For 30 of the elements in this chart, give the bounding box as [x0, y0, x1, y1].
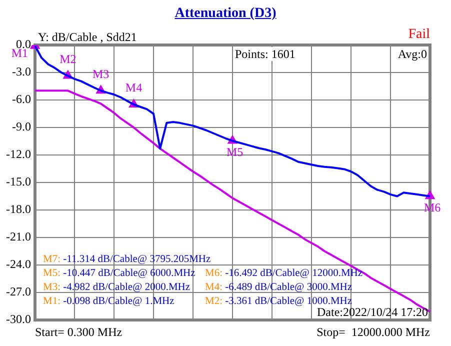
data-label: M6 — [424, 200, 441, 214]
data-label: M5 — [226, 144, 244, 159]
text: Stop= 12000.000 MHz — [316, 325, 430, 339]
y-tick-label: -15.0 — [6, 174, 31, 189]
y-tick-label: -24.0 — [6, 257, 31, 272]
y-tick-label: -21.0 — [6, 230, 31, 244]
y-tick-label: -27.0 — [6, 284, 31, 299]
y-tick-label: -9.0 — [12, 120, 31, 134]
text: Start= 0.300 MHz — [35, 325, 122, 339]
annotation: M4: -6.489 dB/Cable@ 3000.MHz — [205, 282, 352, 293]
annotation: M3: -4.982 dB/Cable@ 2000.MHz — [43, 282, 190, 293]
y-axis-title: Y: dB/Cable , Sdd21 — [38, 30, 137, 44]
text: Fail — [408, 27, 430, 42]
data-label: M4 — [125, 80, 142, 95]
y-tick-label: -3.0 — [12, 64, 31, 79]
annotation: M7: -11.314 dB/Cable@ 3795.205MHz — [43, 254, 211, 265]
annotation: M2: -3.361 dB/Cable@ 1000.MHz — [205, 296, 352, 307]
annotation: Points: 1601 — [235, 47, 296, 61]
annotation: M6: -16.492 dB/Cable@ 12000.MHz — [205, 268, 363, 279]
y-tick-label: -18.0 — [6, 202, 31, 216]
y-tick-label: -30.0 — [6, 312, 31, 326]
chart-title: Attenuation (D3) — [174, 6, 278, 22]
y-tick-label: -6.0 — [12, 92, 31, 106]
data-label: M2 — [60, 52, 76, 66]
annotation: Date:2022/10/24 17:20 — [317, 305, 428, 319]
data-label: M3 — [92, 66, 110, 81]
annotation: M1: -0.098 dB/Cable@ 1.MHz — [43, 296, 175, 307]
annotation: M5: -10.447 dB/Cable@ 6000.MHz — [43, 268, 196, 279]
annotation: Avg:0 — [398, 47, 427, 61]
y-tick-label: -12.0 — [6, 147, 31, 162]
